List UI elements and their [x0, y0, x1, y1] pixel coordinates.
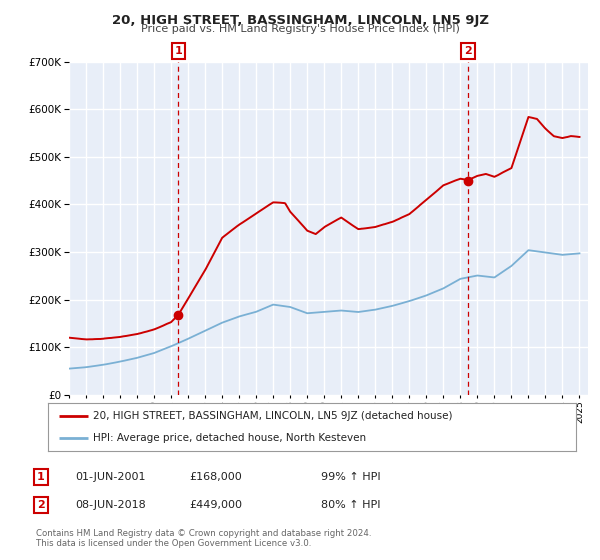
Text: 08-JUN-2018: 08-JUN-2018 [75, 500, 146, 510]
Text: Price paid vs. HM Land Registry's House Price Index (HPI): Price paid vs. HM Land Registry's House … [140, 24, 460, 34]
Text: 2: 2 [37, 500, 44, 510]
Text: 20, HIGH STREET, BASSINGHAM, LINCOLN, LN5 9JZ (detached house): 20, HIGH STREET, BASSINGHAM, LINCOLN, LN… [93, 411, 452, 421]
Text: £168,000: £168,000 [189, 472, 242, 482]
Text: This data is licensed under the Open Government Licence v3.0.: This data is licensed under the Open Gov… [36, 539, 311, 548]
Text: 1: 1 [37, 472, 44, 482]
Text: 20, HIGH STREET, BASSINGHAM, LINCOLN, LN5 9JZ: 20, HIGH STREET, BASSINGHAM, LINCOLN, LN… [112, 14, 488, 27]
Text: £449,000: £449,000 [189, 500, 242, 510]
Text: 80% ↑ HPI: 80% ↑ HPI [321, 500, 380, 510]
Text: 2: 2 [464, 46, 472, 56]
Text: HPI: Average price, detached house, North Kesteven: HPI: Average price, detached house, Nort… [93, 433, 366, 443]
Text: Contains HM Land Registry data © Crown copyright and database right 2024.: Contains HM Land Registry data © Crown c… [36, 529, 371, 538]
Text: 1: 1 [175, 46, 182, 56]
Text: 99% ↑ HPI: 99% ↑ HPI [321, 472, 380, 482]
Text: 01-JUN-2001: 01-JUN-2001 [75, 472, 146, 482]
